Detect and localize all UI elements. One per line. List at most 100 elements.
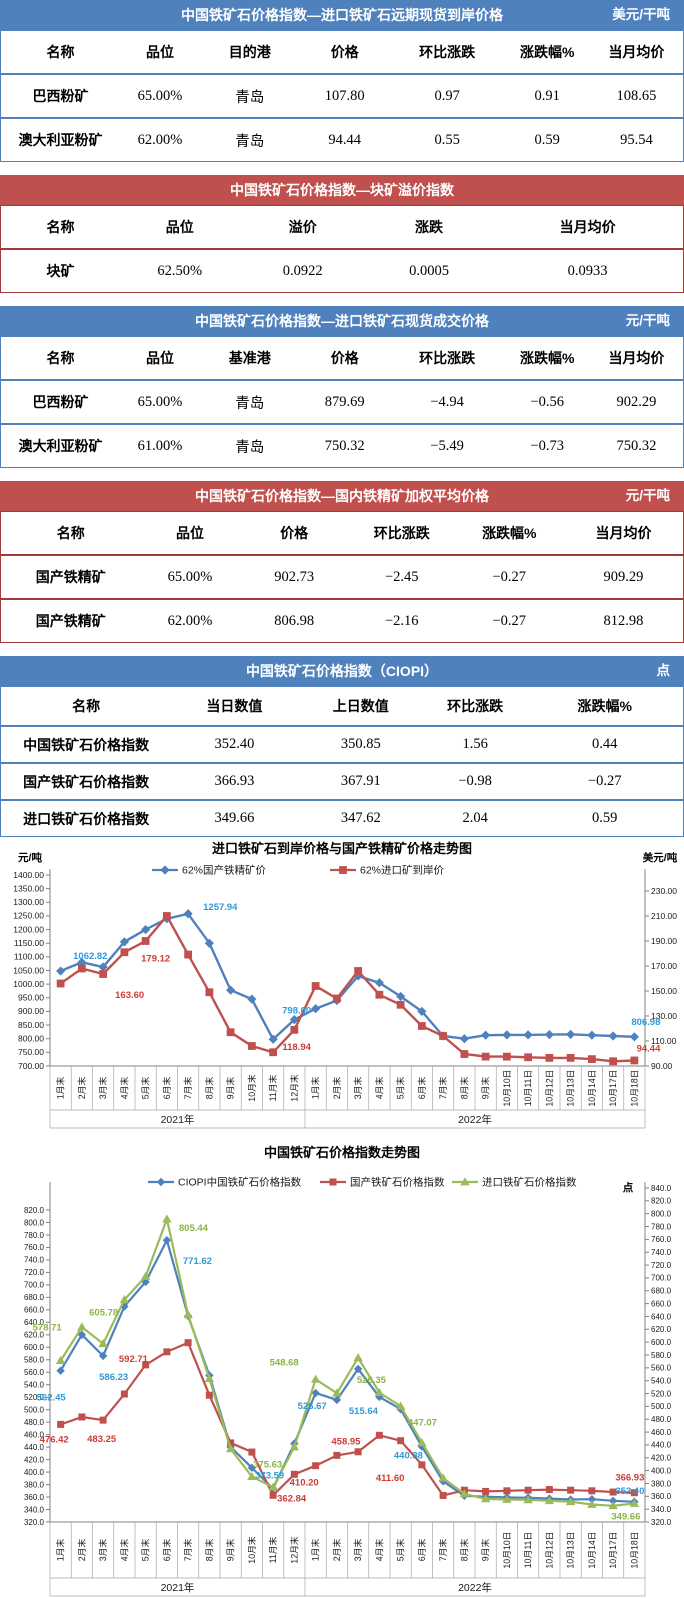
value-cell: 0.59 xyxy=(526,799,684,837)
table-header-row: 名称 当日数值 上日数值 环比涨跌 涨跌幅% xyxy=(1,687,684,727)
column-header: 名称 xyxy=(56,525,85,541)
svg-text:7月末: 7月末 xyxy=(437,1077,448,1100)
column-header: 名称 xyxy=(46,219,75,235)
svg-text:366.93: 366.93 xyxy=(615,1473,644,1484)
svg-text:10月11日: 10月11日 xyxy=(523,1070,533,1107)
value-cell: 0.55 xyxy=(389,117,505,162)
svg-text:12月末: 12月末 xyxy=(288,1074,299,1102)
table-title: 中国铁矿石价格指数—国内铁精矿加权平均价格 xyxy=(195,488,489,504)
svg-text:500.0: 500.0 xyxy=(651,1402,672,1411)
svg-text:2月末: 2月末 xyxy=(331,1077,342,1100)
column-header: 涨跌幅% xyxy=(577,698,632,714)
svg-text:6月末: 6月末 xyxy=(161,1077,172,1100)
svg-text:420.0: 420.0 xyxy=(24,1455,45,1464)
svg-text:362.84: 362.84 xyxy=(277,1493,307,1504)
svg-text:483.25: 483.25 xyxy=(87,1434,117,1445)
svg-text:1250.00: 1250.00 xyxy=(13,911,44,921)
svg-text:1150.00: 1150.00 xyxy=(14,938,44,948)
svg-text:2021年: 2021年 xyxy=(161,1581,195,1594)
svg-text:9月末: 9月末 xyxy=(225,1077,236,1100)
svg-text:771.62: 771.62 xyxy=(183,1256,212,1267)
value-cell: 750.32 xyxy=(589,423,684,468)
svg-text:2022年: 2022年 xyxy=(458,1581,492,1594)
svg-text:10月末: 10月末 xyxy=(246,1536,257,1564)
svg-text:6月末: 6月末 xyxy=(416,1077,427,1100)
table-unit: 元/干吨 xyxy=(625,313,670,328)
table-title: 中国铁矿石价格指数—块矿溢价指数 xyxy=(230,182,454,198)
svg-text:950.00: 950.00 xyxy=(18,993,44,1003)
table-title: 中国铁矿石价格指数（CIOPI） xyxy=(245,663,439,679)
svg-text:349.66: 349.66 xyxy=(611,1511,640,1522)
svg-text:562.45: 562.45 xyxy=(37,1393,67,1404)
svg-text:美元/吨: 美元/吨 xyxy=(643,851,678,864)
table-row: 巴西粉矿 65.00% 青岛 107.80 0.97 0.91 108.65 xyxy=(0,73,684,118)
value-cell: 2.04 xyxy=(423,799,527,837)
value-cell: 367.91 xyxy=(297,762,424,800)
svg-text:点: 点 xyxy=(623,1181,634,1194)
svg-text:447.07: 447.07 xyxy=(408,1418,437,1429)
column-header: 品位 xyxy=(145,350,174,366)
table-title-bar: 中国铁矿石价格指数（CIOPI） 点 xyxy=(0,656,684,686)
svg-text:720.0: 720.0 xyxy=(651,1261,672,1270)
table-row: 国产铁矿石价格指数 366.93 367.91 −0.98 −0.27 xyxy=(0,762,684,800)
column-header: 价格 xyxy=(280,525,309,541)
column-header: 品位 xyxy=(145,44,174,60)
svg-text:520.0: 520.0 xyxy=(24,1393,45,1402)
column-header: 名称 xyxy=(72,698,101,714)
column-header: 基准港 xyxy=(228,350,271,366)
svg-text:700.0: 700.0 xyxy=(24,1281,45,1290)
svg-text:10月17日: 10月17日 xyxy=(608,1531,618,1568)
column-header: 价格 xyxy=(330,350,359,366)
row-name-cell: 中国铁矿石价格指数 xyxy=(0,725,172,763)
svg-text:进口铁矿石价格指数: 进口铁矿石价格指数 xyxy=(482,1176,577,1189)
svg-text:820.0: 820.0 xyxy=(651,1197,672,1206)
svg-text:1月末: 1月末 xyxy=(310,1077,321,1100)
value-cell: 750.32 xyxy=(299,423,390,468)
svg-text:476.42: 476.42 xyxy=(40,1434,69,1445)
svg-text:580.0: 580.0 xyxy=(651,1351,672,1360)
svg-text:110.00: 110.00 xyxy=(651,1036,677,1046)
svg-text:600.0: 600.0 xyxy=(651,1338,672,1347)
value-cell: −0.56 xyxy=(504,379,590,424)
price-table: 中国铁矿石价格指数（CIOPI） 点名称 当日数值 上日数值 环比涨跌 涨跌幅% 中国铁矿石… xyxy=(0,656,684,837)
svg-text:420.0: 420.0 xyxy=(651,1454,672,1463)
table-title-bar: 中国铁矿石价格指数—进口铁矿石现货成交价格 元/干吨 xyxy=(0,306,684,336)
svg-text:340.0: 340.0 xyxy=(24,1505,45,1514)
svg-text:9月末: 9月末 xyxy=(480,1539,491,1562)
svg-text:10月末: 10月末 xyxy=(246,1074,257,1102)
svg-text:620.0: 620.0 xyxy=(651,1325,672,1334)
column-header: 溢价 xyxy=(288,219,317,235)
svg-text:700.00: 700.00 xyxy=(18,1061,44,1071)
svg-text:130.00: 130.00 xyxy=(651,1011,677,1021)
table-title: 中国铁矿石价格指数—进口铁矿石现货成交价格 xyxy=(195,313,489,329)
table-row: 块矿 62.50% 0.0922 0.0005 0.0933 xyxy=(0,248,684,293)
svg-text:1050.00: 1050.00 xyxy=(13,965,44,975)
svg-text:760.0: 760.0 xyxy=(24,1243,45,1252)
table-row: 澳大利亚粉矿 61.00% 青岛 750.32 −5.49 −0.73 750.32 xyxy=(0,423,684,468)
svg-text:800.0: 800.0 xyxy=(651,1209,672,1218)
price-table: 中国铁矿石价格指数—进口铁矿石远期现货到岸价格 美元/干吨 名称 品位 目的港 价格 环比涨… xyxy=(0,0,684,162)
svg-text:526.67: 526.67 xyxy=(298,1401,327,1412)
row-name-cell: 巴西粉矿 xyxy=(0,73,121,118)
svg-text:5月末: 5月末 xyxy=(140,1539,151,1562)
svg-text:586.23: 586.23 xyxy=(99,1372,128,1383)
svg-text:中国铁矿石价格指数走势图: 中国铁矿石价格指数走势图 xyxy=(264,1145,420,1160)
svg-text:2022年: 2022年 xyxy=(458,1113,492,1126)
table-row: 进口铁矿石价格指数 349.66 347.62 2.04 0.59 xyxy=(0,799,684,837)
column-header: 上日数值 xyxy=(332,698,389,714)
svg-text:150.00: 150.00 xyxy=(651,986,677,996)
table-header-row: 名称 品位 基准港 价格 环比涨跌 涨跌幅% 当月均价 xyxy=(1,337,684,381)
svg-text:1300.00: 1300.00 xyxy=(13,897,44,907)
svg-text:900.00: 900.00 xyxy=(18,1006,44,1016)
svg-text:820.0: 820.0 xyxy=(24,1206,45,1215)
value-cell: 0.59 xyxy=(504,117,590,162)
svg-text:578.71: 578.71 xyxy=(33,1323,63,1334)
svg-text:400.0: 400.0 xyxy=(24,1468,45,1477)
column-header: 环比涨跌 xyxy=(447,698,504,714)
table-title-bar: 中国铁矿石价格指数—国内铁精矿加权平均价格 元/干吨 xyxy=(0,481,684,511)
price-tables-section: 中国铁矿石价格指数—进口铁矿石远期现货到岸价格 美元/干吨 名称 品位 目的港 价格 环比涨… xyxy=(0,0,684,837)
svg-text:163.60: 163.60 xyxy=(115,990,144,1001)
svg-text:179.12: 179.12 xyxy=(141,954,170,965)
svg-text:800.00: 800.00 xyxy=(18,1034,44,1044)
svg-text:10月13日: 10月13日 xyxy=(566,1531,576,1568)
